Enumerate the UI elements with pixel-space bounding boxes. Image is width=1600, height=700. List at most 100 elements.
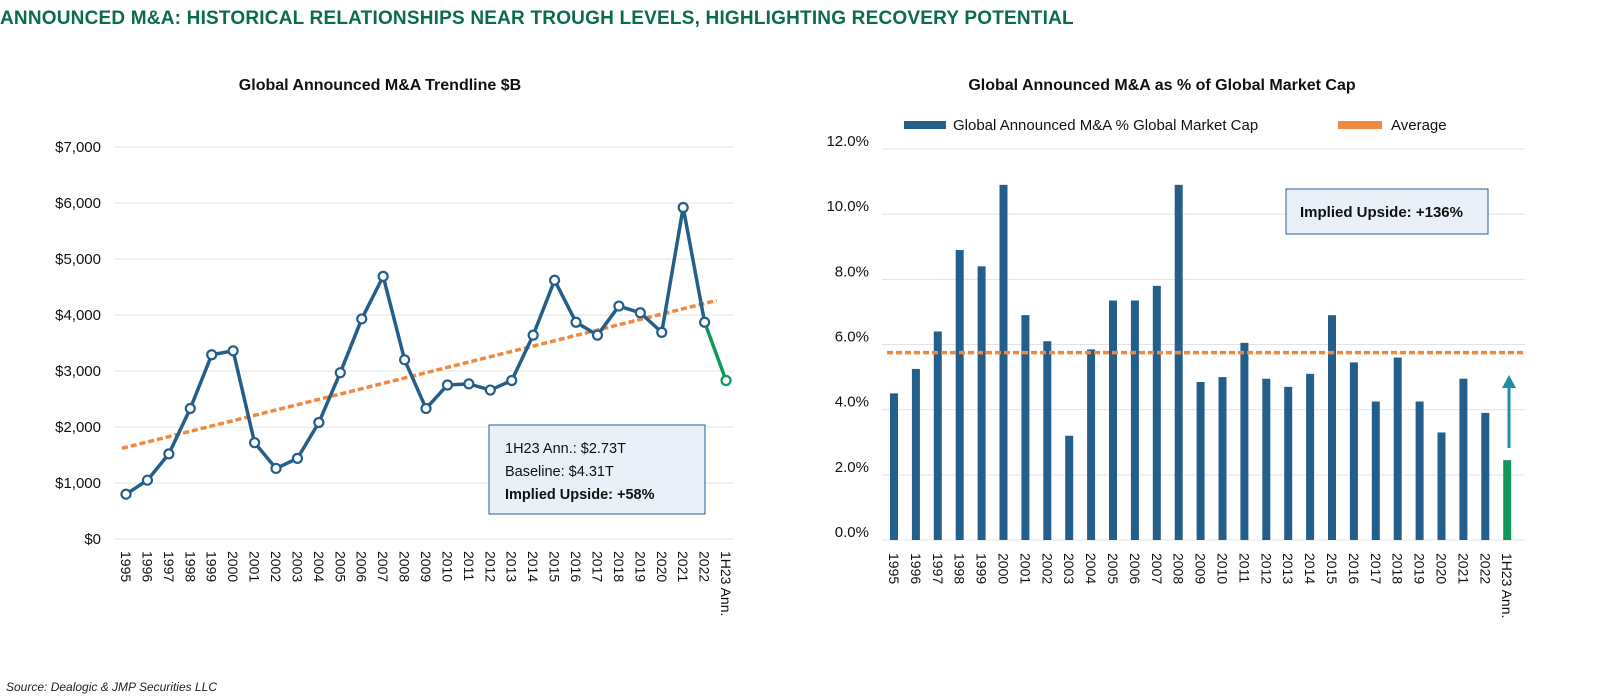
data-point [613,300,625,312]
right-x-tick-label: 2022 [1477,553,1493,584]
left-x-tick-label: 2005 [332,551,348,582]
left-x-tick-label: 2001 [247,551,263,582]
right-x-tick-label: 2017 [1368,553,1384,584]
data-point [634,307,646,319]
right-x-tick-label: 2021 [1455,553,1471,584]
data-point [570,316,582,328]
right-y-tick-label: 8.0% [835,263,869,280]
left-x-tick-label: 2002 [268,551,284,582]
bar [1328,315,1336,540]
left-y-tick-label: $0 [84,531,101,548]
legend-average-swatch [1338,121,1382,129]
left-x-tick-label: 1998 [182,551,198,582]
right-x-tick-label: 2003 [1061,553,1077,584]
data-point [313,416,325,429]
legend-average-label: Average [1391,117,1447,134]
data-point [506,374,518,387]
data-point [141,474,154,486]
right-x-tick-label: 2010 [1215,553,1231,584]
data-point [334,367,346,379]
right-x-tick-label: 1999 [974,553,990,584]
right-callout-box [1285,188,1489,235]
right-callout-line1: Implied Upside: +136% [1300,204,1463,221]
left-x-tick-label: 2009 [418,551,434,582]
left-x-tick-label: 2017 [589,551,605,582]
right-x-tick-label: 2007 [1149,553,1165,584]
right-x-tick-label: 2015 [1324,553,1340,584]
left-x-tick-label: 1999 [204,551,220,582]
left-x-tick-label: 2006 [354,551,370,582]
right-x-tick-label: 1996 [908,553,924,584]
data-point [163,448,175,460]
bar [1262,378,1271,540]
right-x-tick-label: 1995 [886,553,902,584]
left-x-tick-label: 2019 [632,551,648,582]
bar [1284,386,1293,540]
left-x-tick-label: 2007 [375,551,391,582]
left-chart-title: Global Announced M&A Trendline $B [239,77,521,94]
bar [955,250,964,540]
bar [1087,349,1096,540]
bar [1196,381,1205,540]
right-y-tick-label: 2.0% [835,459,869,476]
data-point [248,437,261,449]
left-x-tick-label: 2013 [504,551,520,582]
data-point [270,462,282,475]
left-callout: 1H23 Ann.: $2.73T Baseline: $4.31T Impli… [488,424,706,515]
bar [1481,412,1490,540]
right-x-tick-label: 2019 [1412,553,1428,584]
bar [1109,300,1117,540]
data-point [227,345,239,357]
data-point [656,326,668,338]
right-y-tick-label: 0.0% [835,524,869,541]
left-x-tick-label: 2000 [225,551,241,582]
bar [1349,362,1358,540]
line-chart-ma-trendline: Global Announced M&A Trendline $B $0 $1,0… [55,77,734,616]
right-y-tick-label: 10.0% [826,198,869,215]
data-point [591,329,604,341]
bar [1437,432,1446,540]
left-x-tick-label: 1997 [161,551,177,582]
upside-arrow-head [1502,375,1516,388]
series-line [125,205,707,496]
right-x-tick-label: 2004 [1083,553,1099,584]
bar [1393,357,1402,540]
left-callout-line1: 1H23 Ann.: $2.73T [505,441,626,457]
left-x-tick-label: 2014 [525,551,541,582]
right-x-tick-label: 2000 [996,553,1012,584]
left-x-tick-label: 2010 [439,551,455,582]
left-y-tick-label: $5,000 [55,251,101,268]
right-x-tick-label: 2009 [1193,553,1209,584]
bar [911,368,920,540]
data-point [206,349,218,361]
data-point [356,313,368,325]
left-x-tick-label: 2021 [675,551,691,582]
bar [1240,342,1249,540]
right-y-tick-label: 12.0% [826,133,869,150]
right-x-tick-label: 1998 [952,553,968,584]
data-point [184,402,196,415]
bar [1021,315,1030,540]
left-x-tick-label: 1H23 Ann. [718,551,734,616]
left-x-tick-label: 1996 [139,551,155,582]
left-y-tick-label: $4,000 [55,307,101,324]
bar [890,393,898,540]
left-x-tick-label: 2011 [461,551,477,581]
bar [1174,184,1183,540]
bar [933,331,942,540]
page-header-title: ANNOUNCED M&A: HISTORICAL RELATIONSHIPS … [0,8,1074,29]
legend: Global Announced M&A % Global Market Cap… [904,117,1447,134]
bar-chart-ma-pct-market-cap: Global Announced M&A as % of Global Mark… [826,77,1525,618]
bar [1371,401,1380,540]
right-x-tick-label: 2008 [1171,553,1187,584]
legend-series-label: Global Announced M&A % Global Market Cap [953,117,1258,134]
left-x-tick-label: 2018 [611,551,627,582]
right-callout: Implied Upside: +136% [1285,188,1489,235]
right-x-tick-label: 2005 [1105,553,1121,584]
right-x-tick-label: 2006 [1127,553,1143,584]
left-x-tick-label: 2012 [482,551,498,582]
right-x-tick-label: 2020 [1434,553,1450,584]
data-point [548,274,561,286]
series-line-highlight [702,321,728,382]
